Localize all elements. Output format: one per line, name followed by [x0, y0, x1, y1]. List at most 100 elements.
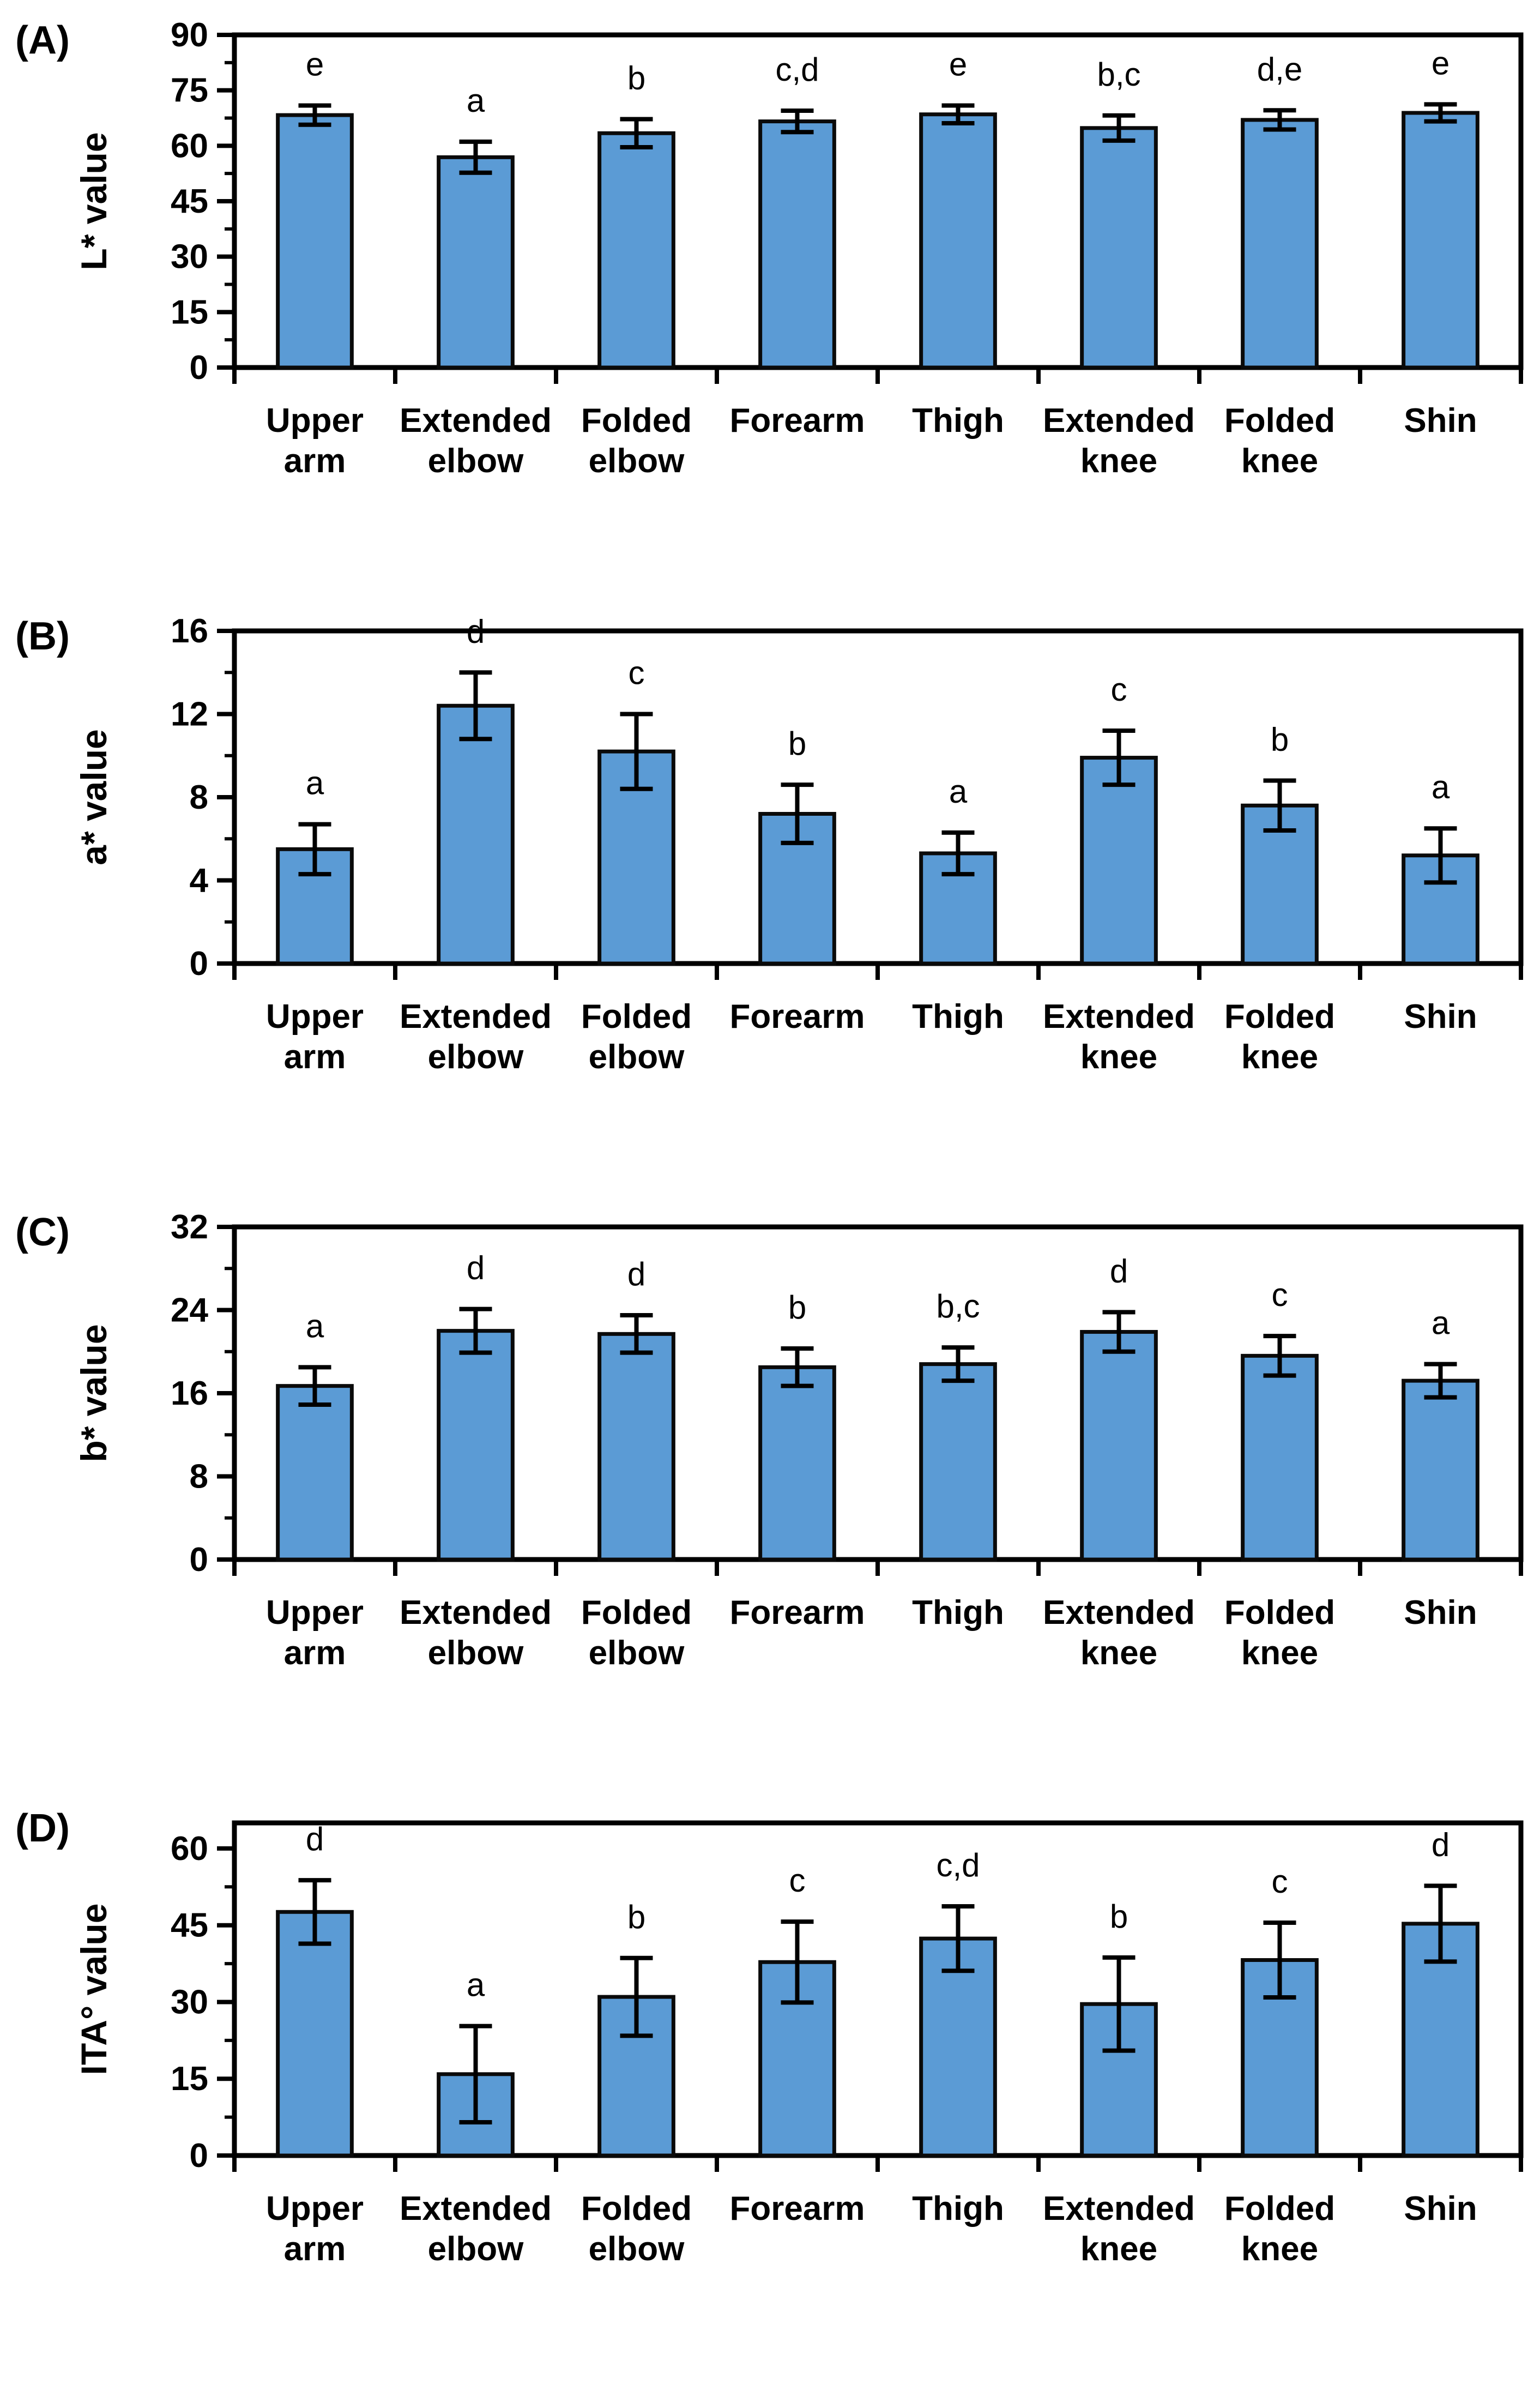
y-tick-label: 15: [171, 293, 208, 331]
y-tick-label: 60: [171, 127, 208, 165]
x-category-label: Folded: [1224, 998, 1335, 1036]
x-category-label: Extended: [1043, 402, 1195, 440]
significance-letter: b: [627, 60, 645, 97]
y-tick-label: 0: [190, 1541, 208, 1579]
x-category-label: arm: [284, 1038, 346, 1076]
significance-letter: d: [467, 1250, 485, 1286]
x-category-label: Extended: [1043, 2190, 1195, 2228]
x-category-label: Forearm: [729, 2190, 865, 2228]
significance-letter: e: [949, 46, 967, 82]
plot-frame: [232, 32, 1524, 370]
x-category-label: elbow: [428, 1038, 524, 1076]
significance-letter: a: [306, 765, 324, 802]
y-tick-label: 75: [171, 72, 208, 110]
x-category-label: elbow: [589, 1038, 685, 1076]
y-axis-title: b* value: [74, 1324, 114, 1462]
significance-letter: a: [1432, 769, 1450, 805]
bar-shin: [1402, 1378, 1479, 1562]
y-tick-label: 90: [171, 16, 208, 54]
y-tick-label: 4: [190, 862, 209, 900]
x-category-label: elbow: [428, 2230, 524, 2268]
x-category-label: elbow: [428, 1634, 524, 1672]
x-category-label: arm: [284, 1634, 346, 1672]
y-tick-label: 60: [171, 1830, 208, 1868]
x-category-label: Forearm: [729, 1594, 865, 1632]
bar-forearm: [758, 1365, 836, 1562]
plot-frame: [232, 1224, 1524, 1562]
x-category-label: Extended: [400, 402, 552, 440]
y-tick-label: 32: [171, 1208, 208, 1246]
bar-upper-arm: [276, 1910, 354, 2158]
significance-letter: d: [467, 613, 485, 649]
y-tick-label: 24: [171, 1292, 208, 1329]
x-category-label: Extended: [1043, 998, 1195, 1036]
y-axis-title: ITA° value: [74, 1904, 114, 2075]
significance-letter: e: [1432, 45, 1450, 81]
x-category-label: knee: [1241, 1038, 1318, 1076]
x-category-label: Thigh: [912, 1594, 1004, 1632]
x-category-label: Extended: [400, 2190, 552, 2228]
significance-letter: d: [306, 1821, 324, 1857]
bar-folded-knee: [1241, 1353, 1319, 1562]
significance-letter: c: [629, 655, 645, 691]
chart-panel-C: 08162432aUpperarmdExtendedelbowdFoldedel…: [15, 1208, 1524, 1672]
x-category-label: Thigh: [912, 998, 1004, 1036]
bar-extended-knee: [1080, 126, 1158, 370]
y-axis-title: a* value: [74, 729, 114, 865]
bar-shin: [1402, 853, 1479, 966]
x-category-label: knee: [1080, 2230, 1157, 2268]
bar-extended-elbow: [437, 155, 515, 370]
y-tick-label: 30: [171, 238, 208, 276]
plot-frame: [232, 1820, 1524, 2158]
significance-letter: d: [1432, 1826, 1450, 1863]
panel-label: (C): [15, 1211, 70, 1254]
plot-frame: [232, 628, 1524, 966]
bar-thigh: [919, 1936, 997, 2158]
bar-extended-knee: [1080, 756, 1158, 966]
x-category-label: Extended: [400, 998, 552, 1036]
bar-extended-elbow: [437, 1329, 515, 1562]
significance-letter: c: [1272, 1863, 1288, 1900]
x-category-label: Forearm: [729, 998, 865, 1036]
significance-letter: c: [1272, 1277, 1288, 1313]
x-category-label: knee: [1241, 442, 1318, 480]
x-category-label: elbow: [589, 2230, 685, 2268]
chart-panel-B: 0481216aUpperarmdExtendedelbowcFoldedelb…: [15, 612, 1524, 1076]
significance-letter: b,c: [1097, 56, 1140, 93]
bar-folded-elbow: [597, 131, 675, 370]
significance-letter: a: [949, 773, 968, 810]
x-category-label: Folded: [581, 402, 692, 440]
x-category-label: Extended: [1043, 1594, 1195, 1632]
y-tick-label: 0: [190, 945, 208, 983]
significance-letter: a: [467, 82, 485, 119]
x-category-label: Shin: [1404, 2190, 1477, 2228]
significance-letter: a: [1432, 1305, 1450, 1341]
x-category-label: knee: [1080, 1038, 1157, 1076]
y-tick-label: 45: [171, 1907, 208, 1944]
significance-letter: b: [1271, 721, 1289, 758]
y-tick-label: 15: [171, 2060, 208, 2098]
x-category-label: elbow: [589, 1634, 685, 1672]
x-category-label: elbow: [589, 442, 685, 480]
y-tick-label: 8: [190, 1458, 208, 1496]
y-tick-label: 0: [190, 2137, 208, 2175]
x-category-label: Shin: [1404, 998, 1477, 1036]
bar-folded-elbow: [597, 1332, 675, 1562]
x-category-label: Forearm: [729, 402, 865, 440]
bar-extended-elbow: [437, 703, 515, 966]
significance-letter: c,d: [775, 51, 819, 88]
significance-letter: d: [627, 1256, 645, 1292]
significance-letter: d: [1110, 1253, 1128, 1289]
bar-upper-arm: [276, 1384, 354, 1562]
x-category-label: arm: [284, 2230, 346, 2268]
x-category-label: Folded: [1224, 1594, 1335, 1632]
x-category-label: elbow: [428, 442, 524, 480]
panel-label: (B): [15, 615, 70, 658]
y-tick-label: 16: [171, 612, 208, 650]
x-category-label: Shin: [1404, 402, 1477, 440]
chart-panel-A: 0153045607590eUpperarmaExtendedelbowbFol…: [15, 16, 1524, 480]
x-category-label: Thigh: [912, 402, 1004, 440]
x-category-label: Folded: [1224, 2190, 1335, 2228]
